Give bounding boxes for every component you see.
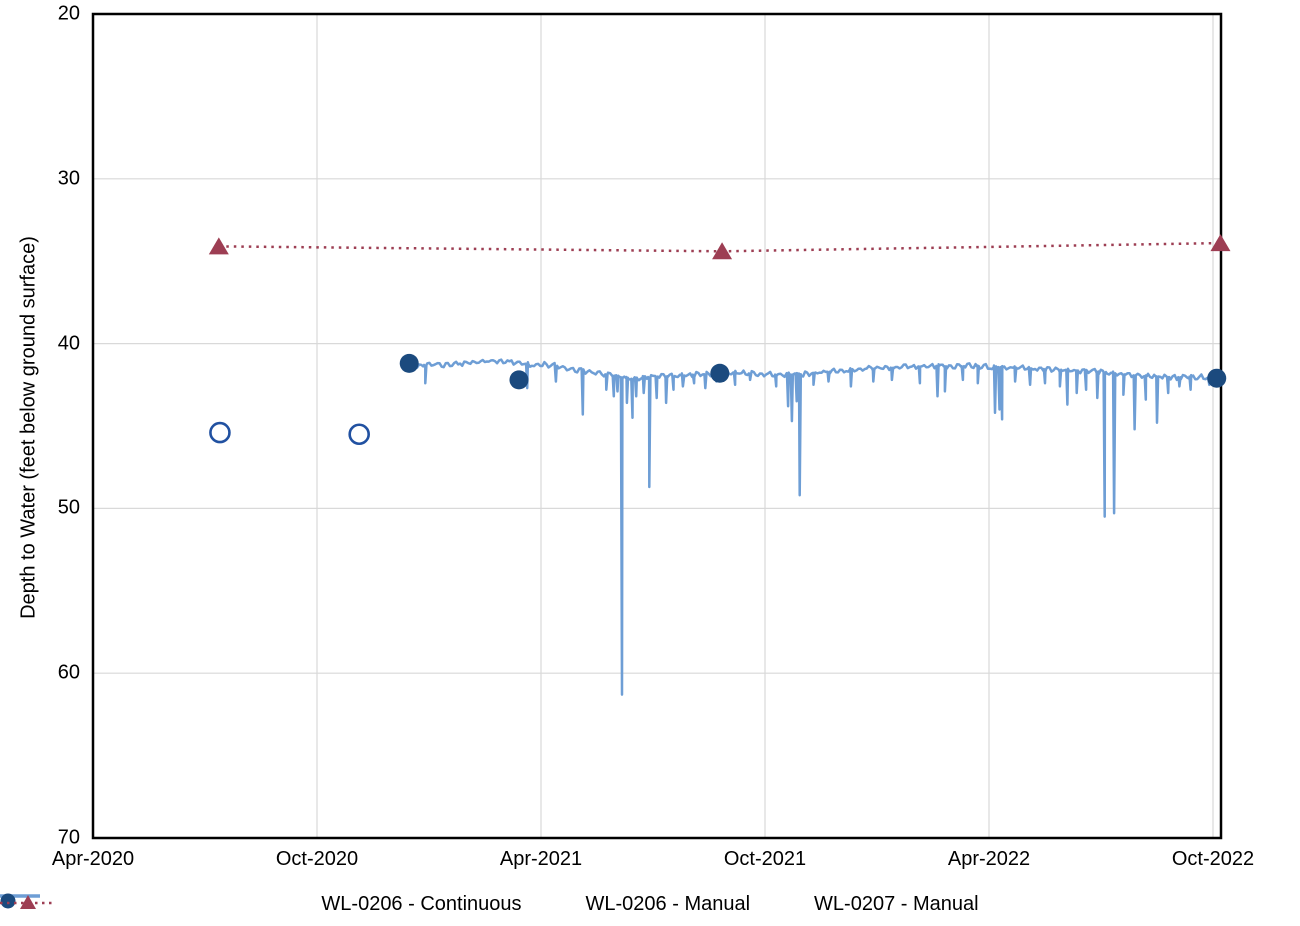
- wl0206-manual-marker: [1207, 368, 1227, 388]
- wl0206-manual-marker: [399, 353, 419, 373]
- x-tick-label: Oct-2022: [1171, 848, 1255, 870]
- legend-label: WL-0207 - Manual: [814, 893, 979, 915]
- y-tick-label: 50: [57, 496, 80, 519]
- open-circle-marker: [348, 423, 370, 446]
- x-tick-label: Oct-2021: [723, 848, 807, 870]
- x-tick-label: Oct-2020: [275, 848, 359, 870]
- y-tick-label: 70: [57, 826, 80, 849]
- open-circle-marker: [209, 421, 231, 444]
- legend-item-manual-0206: WL-0206 - Manual: [0, 893, 751, 916]
- y-axis-title: Depth to Water (feet below ground surfac…: [17, 236, 40, 619]
- legend-item-continuous: WL-0206 - Continuous: [0, 893, 522, 916]
- chart-legend: WL-0206 - Continuous WL-0206 - Manual WL…: [0, 893, 1300, 916]
- y-tick-label: 30: [57, 167, 80, 190]
- wl0207-triangle-marker: [712, 242, 733, 260]
- wl0206-manual-marker: [710, 363, 730, 383]
- wl0207-triangle-marker: [1210, 234, 1231, 252]
- x-tick-label: Apr-2021: [499, 848, 583, 870]
- wl0206-manual-marker: [509, 370, 529, 390]
- dotted-triangle-icon: [0, 895, 56, 909]
- filled-circle-icon: [0, 893, 16, 909]
- wl0207-triangle-marker: [208, 237, 229, 255]
- legend-label: WL-0206 - Manual: [585, 893, 751, 915]
- legend-item-manual-0207: WL-0207 - Manual: [0, 893, 979, 916]
- plot-border: [91, 12, 1223, 840]
- wl0206-continuous-line: [411, 358, 1218, 696]
- y-tick-label: 60: [57, 661, 80, 684]
- legend-label: WL-0206 - Continuous: [321, 893, 522, 915]
- x-tick-label: Apr-2022: [947, 848, 1031, 870]
- y-tick-label: 20: [57, 2, 80, 25]
- x-tick-label: Apr-2020: [51, 848, 135, 870]
- y-tick-label: 40: [57, 332, 80, 355]
